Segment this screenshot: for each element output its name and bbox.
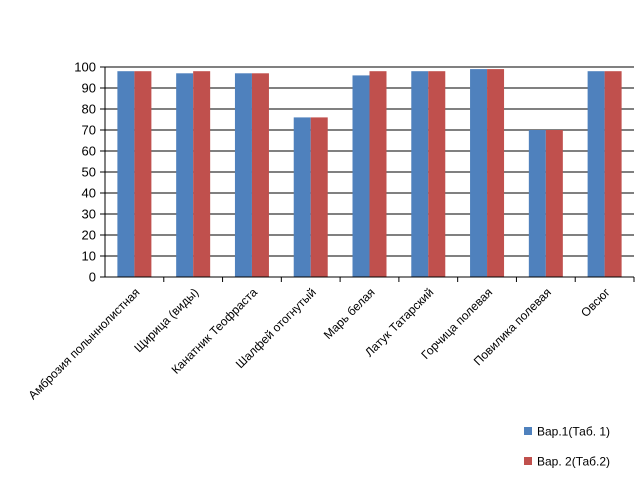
bars bbox=[117, 69, 622, 278]
bar-series1-6 bbox=[411, 71, 429, 277]
legend-label-2: Вар. 2(Таб.2) bbox=[537, 455, 610, 469]
y-tick-label: 100 bbox=[74, 60, 96, 75]
bar-series2-5 bbox=[369, 71, 387, 277]
y-tick-label: 80 bbox=[82, 102, 96, 117]
bar-series2-4 bbox=[310, 117, 328, 278]
bar-series1-1 bbox=[117, 71, 135, 277]
legend: Вар.1(Таб. 1) Вар. 2(Таб.2) bbox=[524, 425, 610, 469]
y-tick-label: 60 bbox=[82, 144, 96, 159]
bar-series2-8 bbox=[545, 130, 563, 277]
bar-series2-1 bbox=[134, 71, 152, 277]
axes bbox=[100, 66, 635, 282]
y-tick-label: 30 bbox=[82, 207, 96, 222]
bar-series1-2 bbox=[176, 73, 194, 277]
y-axis-ticks: 0 10 20 30 40 50 60 70 80 90 100 bbox=[74, 60, 96, 285]
bar-series1-9 bbox=[587, 71, 605, 277]
x-tick-label: Марь белая bbox=[321, 285, 378, 342]
y-tick-label: 40 bbox=[82, 186, 96, 201]
bar-series2-3 bbox=[251, 73, 269, 277]
bar-series1-8 bbox=[528, 130, 546, 277]
bar-series1-5 bbox=[352, 75, 370, 278]
y-tick-label: 10 bbox=[82, 249, 96, 264]
bar-series2-2 bbox=[193, 71, 211, 277]
bar-series2-9 bbox=[604, 71, 622, 277]
y-tick-label: 90 bbox=[82, 81, 96, 96]
y-tick-label: 0 bbox=[89, 270, 96, 285]
x-tick-label: Амброзия полыннолистная bbox=[26, 285, 143, 402]
bar-series2-7 bbox=[487, 69, 505, 277]
legend-swatch-2 bbox=[524, 457, 532, 465]
y-tick-label: 20 bbox=[82, 228, 96, 243]
y-tick-label: 70 bbox=[82, 123, 96, 138]
legend-label-1: Вар.1(Таб. 1) bbox=[537, 425, 610, 439]
bar-series2-6 bbox=[428, 71, 446, 277]
x-tick-label: Овсюг bbox=[578, 285, 613, 320]
legend-swatch-1 bbox=[524, 427, 532, 435]
y-tick-label: 50 bbox=[82, 165, 96, 180]
bar-series1-3 bbox=[234, 73, 252, 277]
bar-series1-7 bbox=[470, 69, 488, 277]
bar-series1-4 bbox=[293, 117, 311, 278]
